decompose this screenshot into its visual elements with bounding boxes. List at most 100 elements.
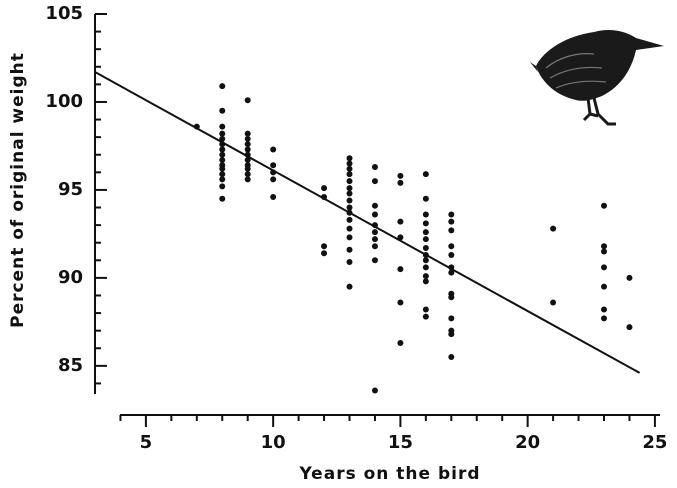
y-tick-label: 100 [45,91,83,112]
data-point [422,220,429,227]
data-point [626,274,633,281]
data-point [346,225,353,232]
data-point [321,250,328,257]
data-point [448,354,455,361]
y-tick-label: 105 [45,3,83,24]
data-point [448,211,455,218]
data-point [219,157,226,164]
data-point [601,315,608,322]
x-tick-label: 10 [261,432,286,453]
data-point [346,185,353,192]
data-point [346,171,353,178]
fit-line [94,71,641,374]
data-point [346,197,353,204]
data-point [448,252,455,259]
data-point [422,313,429,320]
data-point [422,244,429,251]
data-point [219,195,226,202]
data-point [448,218,455,225]
data-point [219,146,226,153]
x-axis-label: Years on the bird [298,464,480,484]
data-point [244,141,251,148]
data-point [601,264,608,271]
y-tick-label: 95 [58,179,83,200]
data-point [626,324,633,331]
data-point [244,171,251,178]
data-point [244,146,251,153]
data-point [371,229,378,236]
data-point [601,202,608,209]
data-point [219,83,226,90]
data-point [321,185,328,192]
data-point [219,165,226,172]
x-tick-label: 5 [140,432,153,453]
data-point [346,190,353,197]
data-point [219,176,226,183]
data-point [448,331,455,338]
y-tick-label: 85 [58,355,83,376]
data-point [448,227,455,234]
data-point [422,273,429,280]
data-point [371,202,378,209]
x-tick-label: 20 [515,432,540,453]
data-point [601,243,608,250]
data-point [270,193,277,200]
data-point [397,172,404,179]
data-point [346,204,353,211]
data-point [346,259,353,266]
data-point [397,339,404,346]
y-axis-label: Percent of original weight [8,52,28,328]
data-point [601,306,608,313]
data-point [371,164,378,171]
data-point [448,294,455,301]
data-point [422,264,429,271]
data-point [270,162,277,169]
data-point [397,266,404,273]
data-point [422,306,429,313]
data-point [448,315,455,322]
data-point [422,171,429,178]
data-point [371,243,378,250]
data-point [397,299,404,306]
data-point [244,165,251,172]
data-point [346,246,353,253]
bird-illustration [530,30,664,126]
data-point [219,183,226,190]
data-point [371,178,378,185]
data-point [244,97,251,104]
data-point [422,278,429,285]
data-point [371,236,378,243]
data-point [346,178,353,185]
data-point [397,218,404,225]
data-point [371,257,378,264]
data-point [422,257,429,264]
data-point [219,123,226,130]
data-point [422,211,429,218]
data-point [422,236,429,243]
data-point [422,229,429,236]
data-point [219,171,226,178]
data-point [448,269,455,276]
x-tick-label: 25 [642,432,667,453]
data-point [219,107,226,114]
y-tick-label: 90 [58,267,83,288]
x-tick-label: 15 [388,432,413,453]
data-point [346,155,353,162]
data-point [601,248,608,255]
data-point [346,165,353,172]
data-point [448,243,455,250]
data-point [550,299,557,306]
data-point [371,211,378,218]
data-point [346,160,353,167]
data-point [371,387,378,394]
data-point [244,176,251,183]
data-point [244,157,251,164]
data-point [219,151,226,158]
data-point [321,243,328,250]
data-point [346,216,353,223]
data-point [219,130,226,137]
data-point [601,283,608,290]
data-point [397,179,404,186]
data-point [550,225,557,232]
